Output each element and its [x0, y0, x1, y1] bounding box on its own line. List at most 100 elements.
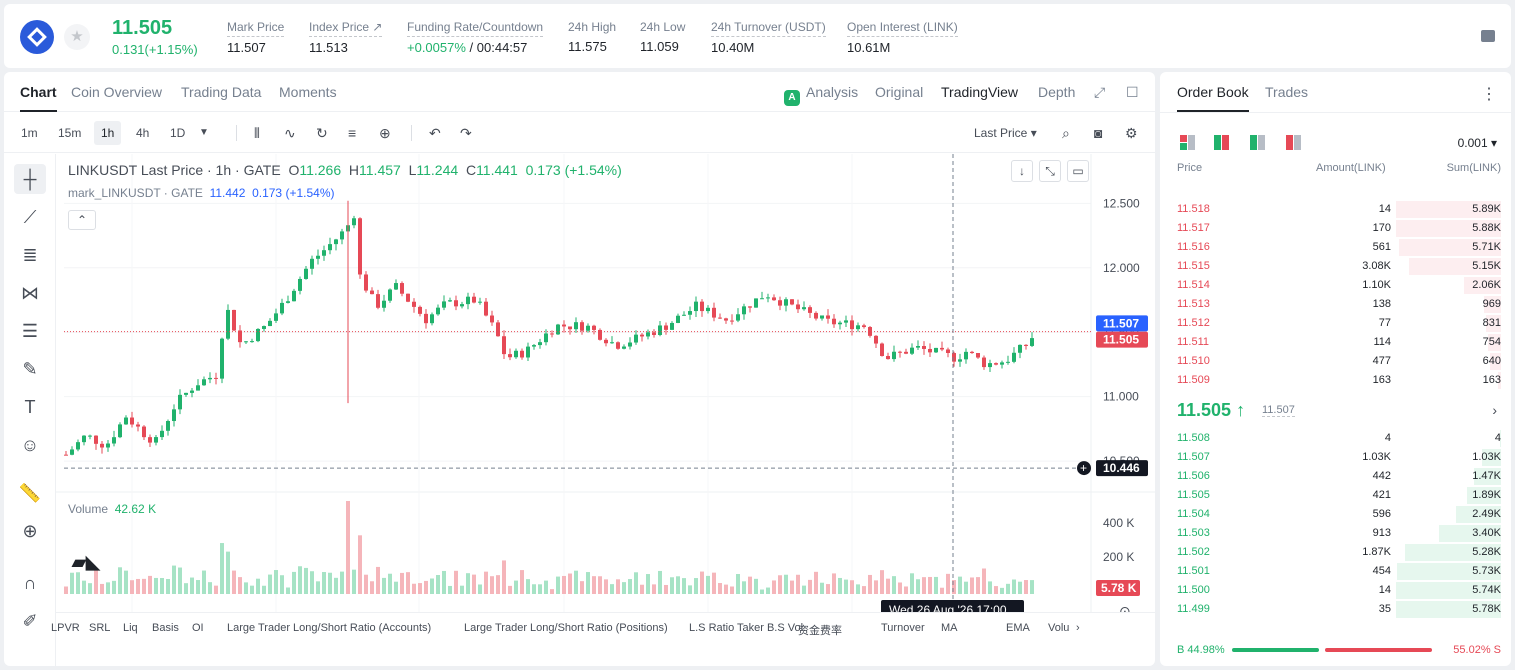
tab-trades[interactable]: Trades	[1265, 84, 1309, 100]
redo-icon[interactable]: ↷	[460, 125, 472, 141]
add-indicator-icon[interactable]: ⊕	[379, 125, 391, 141]
candle-body	[952, 352, 956, 362]
camera-icon[interactable]: ◙	[1094, 125, 1103, 141]
stat-index-price[interactable]: Index Price ↗ 11.513	[309, 20, 383, 55]
stat-funding-rate[interactable]: Funding Rate/Countdown +0.0057% / 00:44:5…	[407, 20, 544, 55]
dropdown-arrow-icon[interactable]: ▼	[199, 127, 209, 138]
replay-icon[interactable]: ↻	[316, 125, 328, 141]
candles-icon[interactable]: ⫴	[254, 125, 260, 141]
emoji-icon[interactable]: ☺	[20, 435, 40, 455]
crosshair-icon[interactable]: ┼	[14, 164, 46, 194]
price-type-select[interactable]: Last Price ▾	[974, 126, 1037, 140]
timeframe-15m[interactable]: 15m	[58, 126, 82, 140]
templates-icon[interactable]: ≡	[348, 125, 357, 141]
magnet-icon[interactable]: ∩	[23, 573, 37, 593]
tab-tradingview[interactable]: TradingView	[941, 84, 1019, 100]
orderbook-row[interactable]: 11.504 596 2.49K	[1160, 505, 1511, 524]
tab-depth[interactable]: Depth	[1038, 84, 1076, 100]
asks-only-icon[interactable]	[1286, 135, 1302, 151]
maximize-icon[interactable]: ▭	[1067, 160, 1089, 182]
orderbook-row[interactable]: 11.511 114 754	[1160, 333, 1511, 352]
orderbook-row[interactable]: 11.506 442 1.47K	[1160, 467, 1511, 486]
collapse-legend-button[interactable]: ⌃	[68, 210, 96, 230]
more-icon[interactable]: ⋮	[1481, 86, 1497, 103]
orderbook-row[interactable]: 11.509 163 163	[1160, 371, 1511, 390]
orderbook-row[interactable]: 11.502 1.87K 5.28K	[1160, 543, 1511, 562]
tab-moments[interactable]: Moments	[279, 84, 337, 100]
chevron-right-icon[interactable]: ›	[1076, 622, 1080, 634]
indicator-4[interactable]: OI	[192, 622, 204, 634]
orderbook-row[interactable]: 11.516 561 5.71K	[1160, 238, 1511, 257]
tab-chart[interactable]: Chart	[20, 84, 57, 112]
orderbook-row[interactable]: 11.515 3.08K 5.15K	[1160, 257, 1511, 276]
indicator-7[interactable]: L.S Ratio	[689, 622, 735, 634]
bids-only-icon[interactable]	[1250, 135, 1266, 151]
indicator-13[interactable]: Volu	[1048, 622, 1070, 634]
favorite-star-icon[interactable]: ★	[64, 24, 90, 50]
indicator-6[interactable]: Large Trader Long/Short Ratio (Positions…	[464, 622, 668, 634]
orderbook-row[interactable]: 11.518 14 5.89K	[1160, 200, 1511, 219]
expand-icon[interactable]: ⤢	[1094, 84, 1106, 100]
timeframe-4h[interactable]: 4h	[136, 126, 150, 140]
zoom-in-icon[interactable]: ⊕	[22, 521, 38, 541]
indicator-2[interactable]: Liq	[123, 622, 138, 634]
stat-24h-turnover[interactable]: 24h Turnover (USDT) 10.40M	[711, 20, 826, 55]
tab-coin-overview[interactable]: Coin Overview	[71, 84, 163, 100]
chart-area[interactable]: 12.50012.00011.50011.00010.5002122232425…	[51, 154, 1155, 666]
orderbook-row[interactable]: 11.507 1.03K 1.03K	[1160, 448, 1511, 467]
timeframe-1h[interactable]: 1h	[94, 121, 122, 145]
orderbook-row[interactable]: 11.514 1.10K 2.06K	[1160, 276, 1511, 295]
tab-trading-data[interactable]: Trading Data	[181, 84, 262, 100]
both-sides-icon[interactable]	[1180, 135, 1196, 151]
stat-open-interest[interactable]: Open Interest (LINK) 10.61M	[847, 20, 958, 55]
orderbook-row[interactable]: 11.503 913 3.40K	[1160, 524, 1511, 543]
tab-analysis[interactable]: A Analysis	[784, 84, 858, 106]
window-icon[interactable]: ☐	[1126, 84, 1139, 100]
asks-bids-icon[interactable]	[1214, 135, 1230, 151]
chevron-right-icon[interactable]: ›	[1492, 402, 1497, 418]
search-icon[interactable]: ⌕	[1062, 125, 1070, 141]
orderbook-row[interactable]: 11.501 454 5.73K	[1160, 562, 1511, 581]
fib-icon[interactable]: ☰	[21, 321, 39, 341]
stat-mark-price[interactable]: Mark Price 11.507	[227, 20, 285, 55]
orderbook-row[interactable]: 11.500 14 5.74K	[1160, 581, 1511, 600]
orderbook-row[interactable]: 11.505 421 1.89K	[1160, 486, 1511, 505]
pattern-icon[interactable]: ⋈	[21, 283, 39, 303]
book-icon[interactable]	[1481, 30, 1495, 42]
scroll-down-icon[interactable]: ↓	[1011, 160, 1033, 182]
orderbook-row[interactable]: 11.510 477 640	[1160, 352, 1511, 371]
indicator-1[interactable]: SRL	[89, 622, 111, 634]
orderbook-row[interactable]: 11.499 35 5.78K	[1160, 600, 1511, 619]
indicator-11[interactable]: MA	[941, 622, 958, 634]
volume-bar	[226, 551, 230, 594]
parallel-lines-icon[interactable]: ≣	[22, 245, 38, 265]
chart-tabs: Chart Coin Overview Trading Data Moments…	[4, 72, 1155, 112]
timeframe-1m[interactable]: 1m	[21, 126, 38, 140]
indicator-3[interactable]: Basis	[152, 622, 179, 634]
tab-original[interactable]: Original	[875, 84, 924, 100]
orderbook-row[interactable]: 11.508 4 4	[1160, 429, 1511, 448]
candlestick-chart[interactable]: 12.50012.00011.50011.00010.5002122232425…	[56, 154, 1155, 612]
orderbook-row[interactable]: 11.513 138 969	[1160, 295, 1511, 314]
collapse-icon[interactable]: ⤡	[1039, 160, 1061, 182]
undo-icon[interactable]: ↶	[429, 125, 441, 141]
orderbook-row[interactable]: 11.517 170 5.88K	[1160, 219, 1511, 238]
ruler-icon[interactable]: 📏	[18, 483, 42, 503]
text-icon[interactable]: T	[24, 397, 36, 417]
brush-icon[interactable]: ✎	[22, 359, 38, 379]
timeframe-1d[interactable]: 1D	[170, 126, 186, 140]
pencil-lock-icon[interactable]: ✐	[22, 611, 38, 631]
indicator-8[interactable]: Taker B.S Vol.	[737, 622, 807, 634]
indicator-5[interactable]: Large Trader Long/Short Ratio (Accounts)	[227, 622, 432, 634]
trendline-icon[interactable]: ⟋	[23, 207, 37, 227]
indicator-0[interactable]: LPVR	[51, 622, 80, 634]
indicator-10[interactable]: Turnover	[881, 622, 925, 634]
candle-body	[610, 342, 614, 344]
indicator-9[interactable]: 资金费率	[798, 625, 842, 637]
indicator-12[interactable]: EMA	[1006, 622, 1030, 634]
tab-order-book[interactable]: Order Book	[1177, 84, 1249, 112]
precision-select[interactable]: 0.001 ▾	[1457, 136, 1497, 150]
gear-icon[interactable]: ⚙	[1125, 125, 1138, 141]
indicators-icon[interactable]: ∿	[284, 125, 296, 141]
orderbook-row[interactable]: 11.512 77 831	[1160, 314, 1511, 333]
